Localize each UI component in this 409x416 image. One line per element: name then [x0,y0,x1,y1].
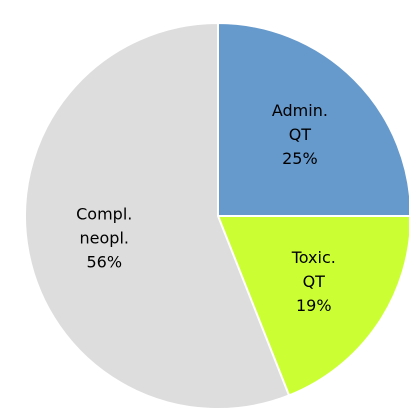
value-label: 19% [296,296,332,315]
category-label: Toxic. [291,248,336,267]
category-label: neopl. [80,229,129,248]
slice-label: Compl. neopl. 56% [76,205,132,272]
value-label: 25% [282,149,318,168]
category-label: QT [289,125,312,144]
category-label: Admin. [272,101,328,120]
slice-label: Toxic. QT 19% [291,248,336,315]
category-label: QT [303,272,326,291]
pie-slice [216,215,409,397]
pie-slice [217,21,409,217]
category-label: Compl. [76,205,132,224]
pie-slice [24,21,291,410]
slice-label: Admin. QT 25% [272,101,328,168]
value-label: 56% [86,253,122,272]
